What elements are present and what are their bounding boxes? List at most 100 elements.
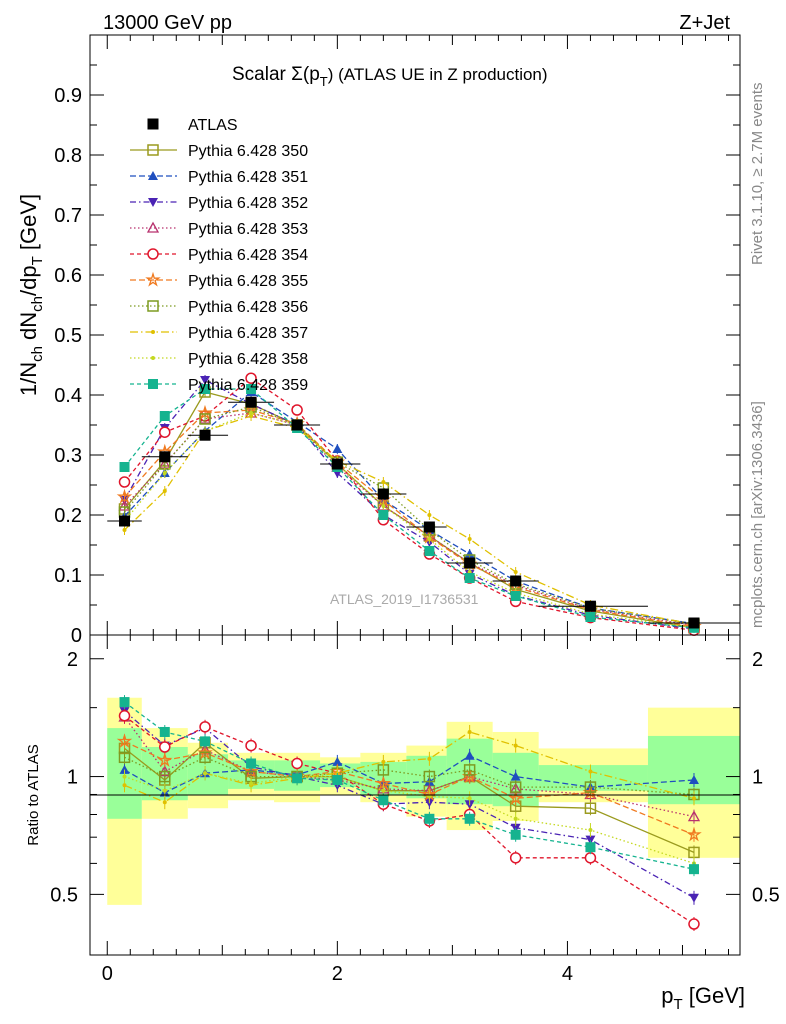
ylabel-sub-T: T xyxy=(29,256,46,265)
data-point-8 xyxy=(464,557,476,569)
upper-point-s9-7 xyxy=(424,546,435,556)
upper-point-s4-0 xyxy=(118,476,131,488)
ratio-point-s4-9 xyxy=(509,852,522,864)
ylabel-part-4: [GeV] xyxy=(16,194,41,256)
title-main: Scalar Σ(p xyxy=(232,64,320,85)
ratio-line-series-8 xyxy=(124,772,695,865)
ratio-point-s5-9 xyxy=(507,790,524,805)
ratio-point-s8-10 xyxy=(588,828,593,833)
upper-point-s8-1 xyxy=(162,471,167,475)
upper-point-s8-7 xyxy=(427,537,432,541)
legend-label-4: Pythia 6.428 354 xyxy=(188,247,308,264)
ratio-point-s5-1 xyxy=(157,752,173,767)
ratio-point-s7-1 xyxy=(162,800,167,805)
upper-point-s7-0 xyxy=(122,528,127,532)
ratio-point-s7-11 xyxy=(691,796,696,801)
ratio-point-s8-3 xyxy=(249,781,254,786)
ratio-point-s4-0 xyxy=(118,710,131,722)
ratio-ytick-label-left-0: 0.5 xyxy=(50,884,78,906)
upper-ytick-label-2: 0.2 xyxy=(54,505,82,527)
ratio-point-s1-0 xyxy=(119,764,130,774)
title-subscript: T xyxy=(320,74,328,89)
upper-point-s4-3 xyxy=(245,372,257,384)
ratio-point-s6-8 xyxy=(463,764,476,776)
ratio-point-s6-2 xyxy=(199,751,211,764)
ratio-point-s6-1 xyxy=(159,770,171,783)
ratio-point-s9-7 xyxy=(424,813,435,824)
ratio-point-s4-1 xyxy=(159,741,171,753)
xlabel-p: p xyxy=(661,983,673,1008)
ratio-point-s9-3 xyxy=(246,758,257,769)
upper-ytick-label-7: 0.7 xyxy=(54,205,82,227)
data-point-1 xyxy=(159,451,171,463)
ratio-point-s9-2 xyxy=(200,736,211,747)
plot-title: Scalar Σ(pT) (ATLAS UE in Z production) xyxy=(232,64,548,89)
ratio-panel-series xyxy=(116,695,702,932)
xtick-label-0: 0 xyxy=(102,963,113,985)
legend-marker-2 xyxy=(148,198,158,207)
upper-ytick-label-6: 0.6 xyxy=(54,265,82,287)
ratio-point-s0-10 xyxy=(584,802,597,814)
upper-point-s9-0 xyxy=(119,462,130,472)
upper-point-s5-0 xyxy=(116,488,133,504)
ratio-point-s9-8 xyxy=(464,813,475,824)
legend-marker-5 xyxy=(145,271,161,287)
xlabel-unit: [GeV] xyxy=(683,983,745,1008)
xlabel-sub-T: T xyxy=(673,996,682,1013)
upper-point-s9-8 xyxy=(464,573,475,583)
ratio-point-s9-9 xyxy=(510,829,521,840)
legend-label-atlas: ATLAS xyxy=(188,117,238,134)
ratio-y-axis-label: Ratio to ATLAS xyxy=(25,744,42,845)
ratio-point-s6-0 xyxy=(118,751,131,764)
upper-point-s9-3 xyxy=(246,384,257,394)
upper-point-s4-1 xyxy=(159,426,171,438)
upper-point-s9-9 xyxy=(510,591,521,601)
upper-ytick-label-9: 0.9 xyxy=(54,85,82,107)
ratio-line-series-9 xyxy=(124,701,695,870)
upper-point-s7-8 xyxy=(467,537,472,541)
ylabel-sub-ch-2: ch xyxy=(29,296,46,312)
legend-marker-7 xyxy=(151,330,155,334)
ratio-point-s8-1 xyxy=(162,788,167,793)
upper-point-s2-2 xyxy=(200,376,211,385)
ratio-line-series-4 xyxy=(124,715,695,925)
ratio-ytick-label-left-2: 2 xyxy=(67,649,78,671)
legend-marker-atlas xyxy=(147,118,159,130)
ratio-point-s1-9 xyxy=(510,771,521,781)
ratio-point-s1-11 xyxy=(688,774,699,784)
ratio-point-s6-7 xyxy=(423,770,436,783)
ratio-point-s7-6 xyxy=(381,759,386,764)
upper-point-s9-6 xyxy=(378,510,389,520)
ratio-point-s1-8 xyxy=(464,750,475,760)
energy-label: 13000 GeV pp xyxy=(103,12,232,34)
ratio-point-s8-6 xyxy=(381,788,386,793)
legend-label-9: Pythia 6.428 359 xyxy=(188,377,308,394)
legend-label-7: Pythia 6.428 357 xyxy=(188,325,308,342)
ratio-point-s9-4 xyxy=(292,773,303,784)
upper-point-s6-2 xyxy=(199,413,211,425)
ratio-line-series-1 xyxy=(124,755,695,794)
data-point-4 xyxy=(291,419,303,431)
legend-marker-0 xyxy=(147,144,159,156)
legend-marker-8 xyxy=(151,356,155,360)
upper-line-series-7 xyxy=(124,415,695,625)
legend-label-6: Pythia 6.428 356 xyxy=(188,299,308,316)
ratio-point-s1-5 xyxy=(332,756,343,766)
legend-marker-9 xyxy=(148,379,158,389)
ratio-point-s9-1 xyxy=(159,726,170,737)
ratio-point-s7-9 xyxy=(513,743,518,748)
axis-ticks: 00.10.20.30.40.50.60.70.80.90 2 40.5 0.51 12… xyxy=(50,35,780,985)
analysis-watermark: ATLAS_2019_I1736531 xyxy=(330,591,479,607)
ratio-point-s4-2 xyxy=(199,721,211,733)
upper-point-s7-1 xyxy=(162,489,167,493)
upper-ytick-label-3: 0.3 xyxy=(54,445,82,467)
ylabel-sub-ch-1: ch xyxy=(29,346,46,362)
upper-ytick-label-5: 0.5 xyxy=(54,325,82,347)
ratio-point-s4-4 xyxy=(291,757,303,770)
data-point-6 xyxy=(377,488,389,500)
ratio-point-s9-6 xyxy=(378,795,389,806)
legend-marker-6 xyxy=(147,300,159,312)
ratio-point-s8-9 xyxy=(513,816,518,821)
ratio-point-s7-7 xyxy=(427,756,432,761)
